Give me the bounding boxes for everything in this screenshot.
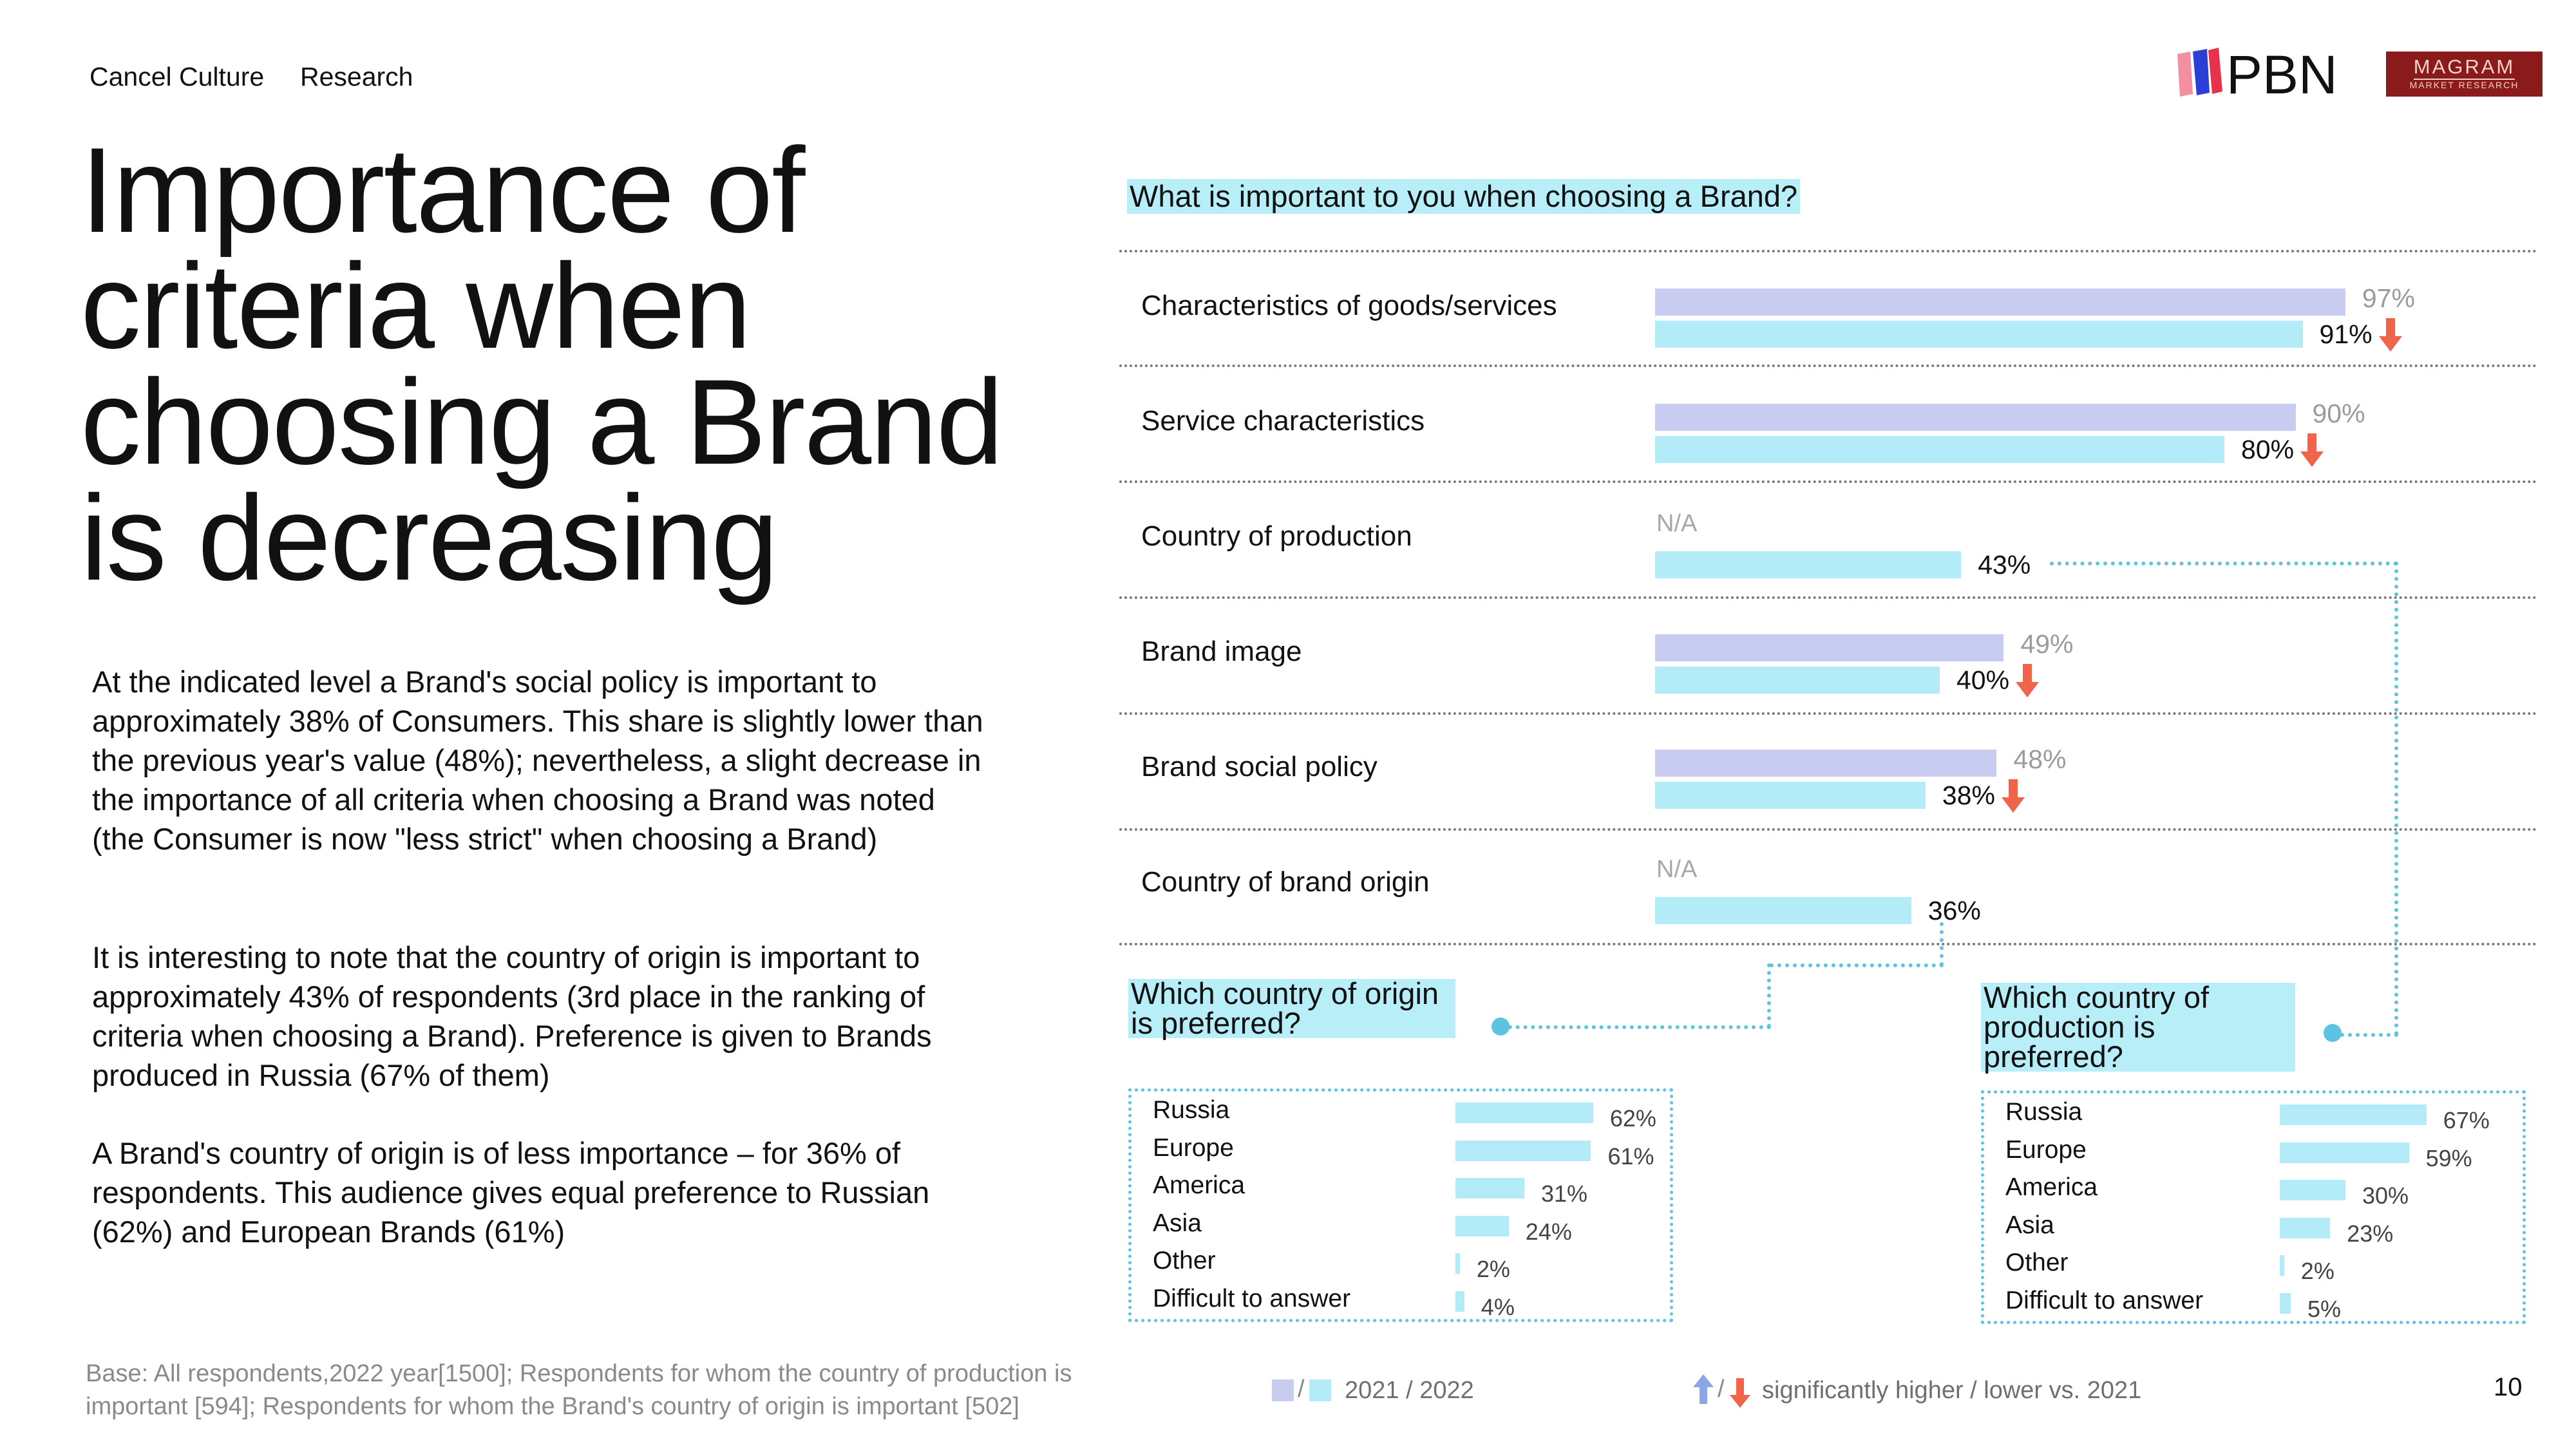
magram-logo-name: MAGRAM bbox=[2413, 55, 2515, 80]
pbn-logo: PBN bbox=[2174, 44, 2367, 105]
legend-years: 2021 / 2022 bbox=[1345, 1377, 1474, 1404]
value-label-2021: 49% bbox=[2020, 629, 2074, 659]
value-label-2021: 97% bbox=[2362, 283, 2415, 313]
value-label-2021: N/A bbox=[1656, 510, 1698, 537]
bar-2022 bbox=[1655, 321, 2303, 348]
criterion-label: Country of brand origin bbox=[1141, 866, 1430, 898]
bar-2021 bbox=[1655, 404, 2296, 431]
main-question: What is important to you when choosing a… bbox=[1127, 179, 1801, 214]
legend-2021-swatch bbox=[1272, 1379, 1294, 1401]
value-label-2021: 48% bbox=[2013, 744, 2067, 774]
origin-chart-box bbox=[1128, 1088, 1673, 1322]
production-chart-box bbox=[1981, 1090, 2526, 1324]
footnote: Base: All respondents,2022 year[1500]; R… bbox=[86, 1360, 1072, 1420]
magram-logo: MAGRAM MARKET RESEARCH bbox=[2386, 52, 2543, 97]
value-label-2021: 90% bbox=[2312, 399, 2365, 428]
bar-2022 bbox=[1655, 667, 1940, 694]
connector-production-h bbox=[2050, 562, 2398, 565]
connector-production-end bbox=[2333, 1033, 2398, 1037]
origin-question: Which country of origin is preferred? bbox=[1128, 978, 1455, 1038]
bar-2022 bbox=[1655, 897, 1911, 924]
magram-logo-sub: MARKET RESEARCH bbox=[2409, 80, 2519, 90]
row-separator bbox=[1119, 250, 2537, 252]
paragraph-social-policy: At the indicated level a Brand's social … bbox=[92, 665, 983, 856]
value-label-2022: 80% bbox=[2241, 435, 2295, 464]
arrow-down-icon bbox=[2300, 433, 2324, 467]
paragraph-country-production: It is interesting to note that the count… bbox=[92, 940, 932, 1092]
connector-dot bbox=[1492, 1018, 1510, 1036]
criterion-label: Brand social policy bbox=[1141, 751, 1378, 782]
criterion-label: Country of production bbox=[1141, 520, 1412, 552]
legend-slash: / bbox=[1718, 1376, 1725, 1403]
bar-2022 bbox=[1655, 436, 2224, 463]
title-line-4: is decreasing bbox=[80, 470, 779, 605]
connector-origin-v1 bbox=[1940, 922, 1944, 966]
title-line-3: choosing a Brand bbox=[80, 354, 1003, 489]
nav-research[interactable]: Research bbox=[300, 62, 413, 91]
value-label-2022: 36% bbox=[1927, 896, 1981, 925]
row-separator bbox=[1119, 365, 2537, 367]
legend-significance: significantly higher / lower vs. 2021 bbox=[1762, 1377, 2142, 1404]
bar-2021 bbox=[1655, 634, 2004, 661]
row-separator bbox=[1119, 596, 2537, 599]
row-separator bbox=[1119, 943, 2537, 945]
bar-2022 bbox=[1655, 551, 1962, 578]
production-question: Which country of production is preferred… bbox=[1981, 982, 2295, 1072]
value-label-2021: N/A bbox=[1656, 856, 1698, 883]
legend-slash: / bbox=[1298, 1376, 1305, 1403]
connector-origin-h1 bbox=[1770, 963, 1944, 967]
value-label-2022: 40% bbox=[1956, 665, 2010, 695]
criterion-label: Characteristics of goods/services bbox=[1141, 290, 1557, 321]
legend-2022-swatch bbox=[1309, 1379, 1331, 1401]
arrow-down-icon bbox=[2001, 779, 2025, 813]
bar-2021 bbox=[1655, 750, 1997, 777]
page-number: 10 bbox=[2494, 1373, 2523, 1401]
bar-2021 bbox=[1655, 289, 2345, 316]
arrow-down-icon bbox=[2016, 664, 2039, 697]
row-separator bbox=[1119, 828, 2537, 831]
bar-2022 bbox=[1655, 782, 1926, 809]
connector-origin-v2 bbox=[1767, 963, 1771, 1028]
criterion-label: Service characteristics bbox=[1141, 405, 1425, 437]
pbn-logo-mark-icon bbox=[2177, 48, 2222, 97]
page-title: Importance of criteria when choosing a B… bbox=[80, 122, 1003, 605]
arrow-down-icon bbox=[1730, 1378, 1750, 1408]
paragraph-country-origin: A Brand's country of origin is of less i… bbox=[92, 1136, 930, 1249]
criterion-label: Brand image bbox=[1141, 636, 1302, 667]
pbn-logo-text: PBN bbox=[2226, 44, 2338, 105]
connector-production-v bbox=[2394, 562, 2398, 1036]
connector-dot bbox=[2324, 1024, 2342, 1042]
arrow-down-icon bbox=[2378, 318, 2402, 352]
row-separator bbox=[1119, 712, 2537, 715]
value-label-2022: 38% bbox=[1942, 781, 1995, 810]
title-line-2: criteria when bbox=[80, 238, 752, 374]
value-label-2022: 43% bbox=[1978, 550, 2031, 580]
row-separator bbox=[1119, 480, 2537, 483]
nav-cancel-culture[interactable]: Cancel Culture bbox=[90, 62, 265, 91]
title-line-1: Importance of bbox=[80, 122, 805, 258]
value-label-2022: 91% bbox=[2319, 319, 2372, 349]
arrow-up-icon bbox=[1693, 1374, 1714, 1404]
connector-origin-h2 bbox=[1501, 1025, 1771, 1029]
